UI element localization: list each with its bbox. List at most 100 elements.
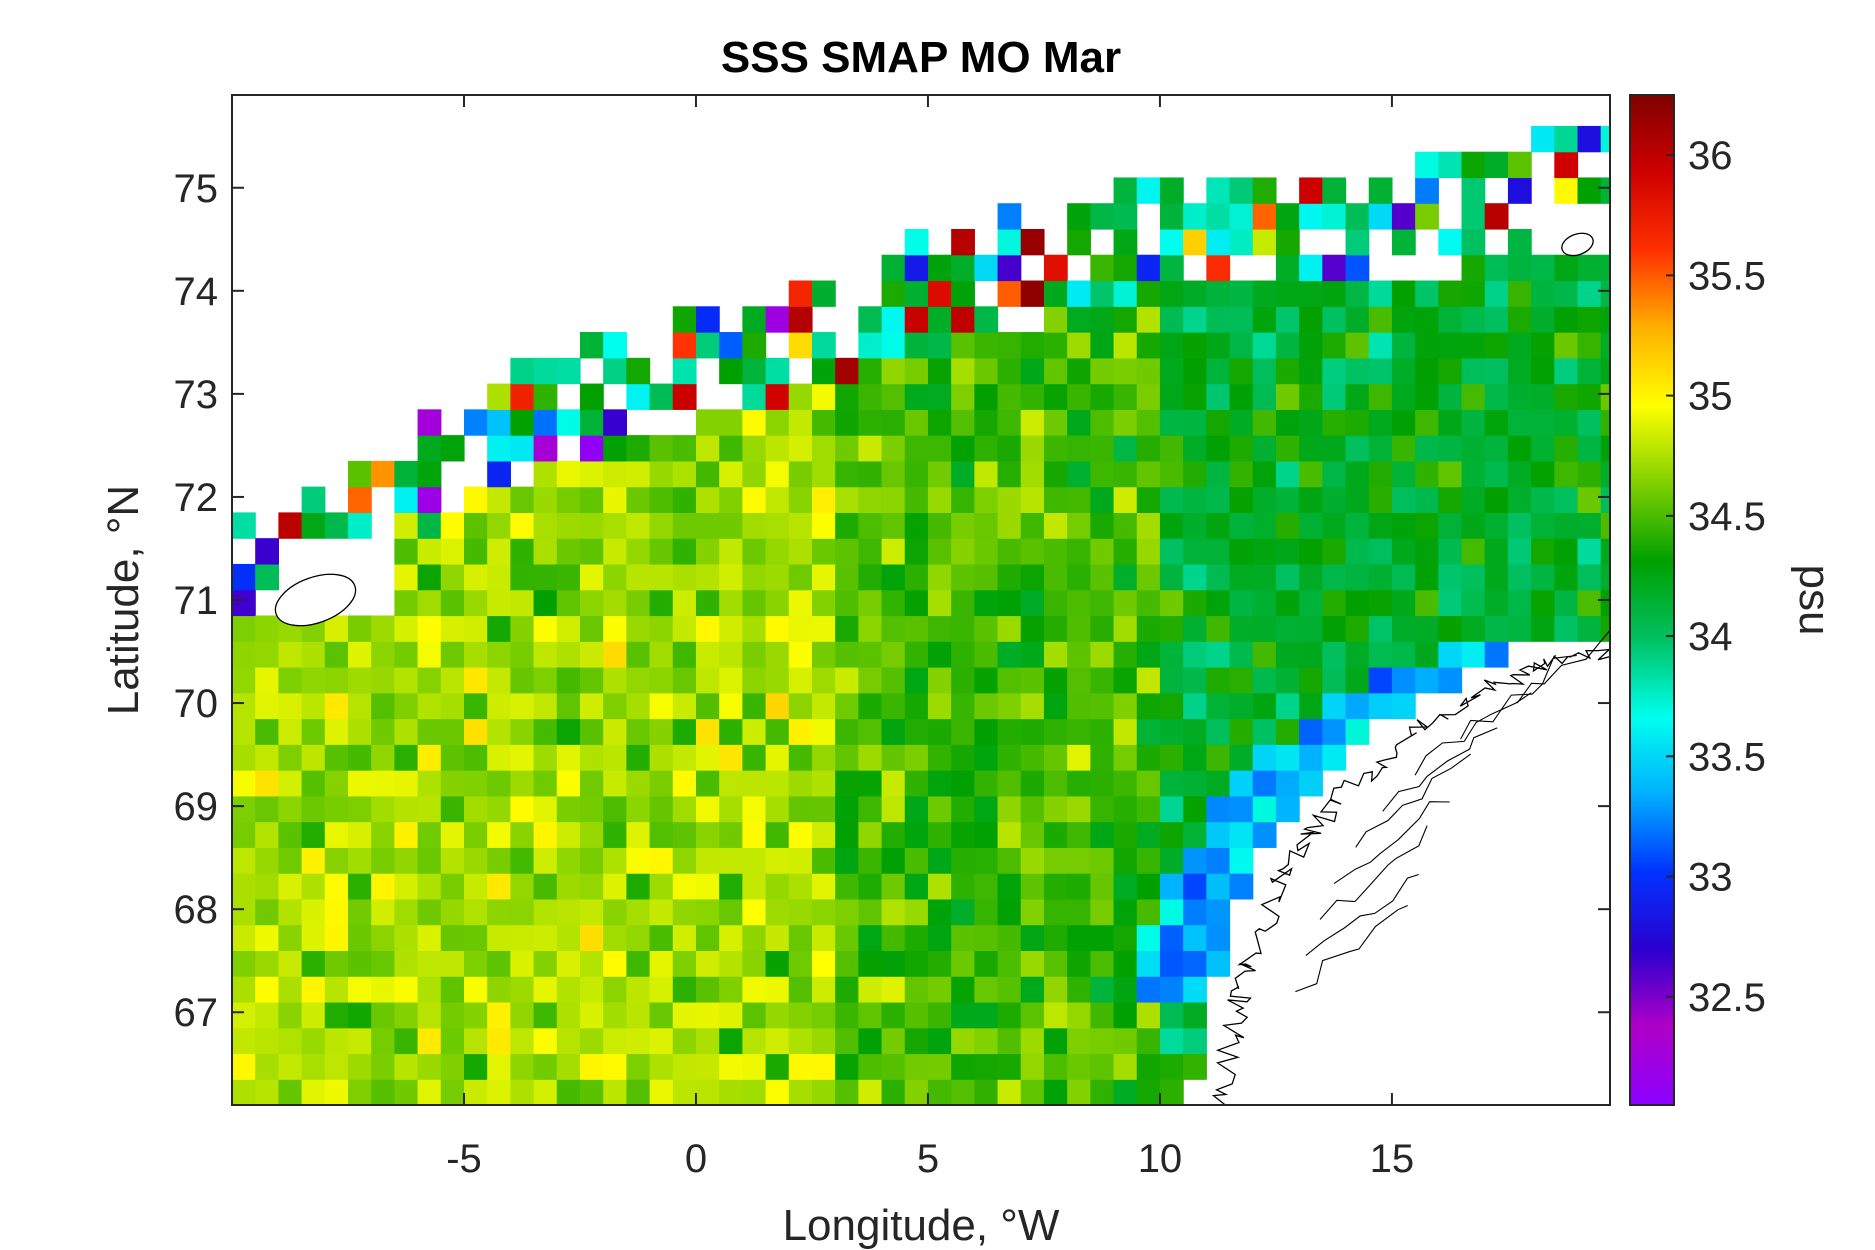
heatmap-cell (858, 718, 883, 745)
heatmap-cell (951, 538, 975, 565)
heatmap-cell (1229, 280, 1254, 307)
heatmap-cell (719, 847, 743, 874)
heatmap-cell (556, 1027, 581, 1055)
heatmap-cell (904, 306, 929, 333)
heatmap-cell (255, 692, 279, 720)
heatmap-cell (1229, 770, 1254, 797)
heatmap-cell (974, 821, 999, 848)
heatmap-cell (1043, 538, 1068, 565)
heatmap-cell (533, 1001, 558, 1029)
heatmap-cell (1113, 950, 1138, 977)
heatmap-cell (765, 1053, 790, 1080)
heatmap-cell (881, 332, 906, 359)
heatmap-cell (301, 924, 326, 952)
heatmap-cell (742, 409, 767, 436)
heatmap-cell (1206, 203, 1231, 230)
heatmap-cell (394, 976, 419, 1003)
heatmap-cell (672, 924, 697, 952)
heatmap-cell (1345, 383, 1370, 410)
heatmap-cell (835, 383, 859, 410)
heatmap-cell (1438, 486, 1463, 513)
heatmap-cell (1067, 1001, 1091, 1029)
heatmap-cell (1043, 435, 1068, 462)
heatmap-cell (487, 976, 511, 1003)
heatmap-cell (1159, 383, 1184, 410)
heatmap-cell (788, 847, 813, 874)
heatmap-cell (394, 873, 419, 900)
heatmap-cell (1136, 383, 1161, 410)
heatmap-cell (1577, 563, 1602, 591)
heatmap-cell (440, 512, 465, 539)
heatmap-cell (997, 821, 1022, 848)
heatmap-cell (417, 976, 442, 1003)
heatmap-cell (1090, 950, 1115, 977)
heatmap-cell (1159, 795, 1184, 823)
heatmap-cell (695, 718, 720, 745)
heatmap-cell (1183, 1001, 1207, 1029)
heatmap-cell (649, 770, 674, 797)
heatmap-cell (765, 1027, 790, 1055)
heatmap-cell (858, 563, 883, 591)
heatmap-cell (1020, 950, 1045, 977)
heatmap-cell (301, 486, 326, 513)
heatmap-cell (742, 1053, 767, 1080)
heatmap-cell (1043, 898, 1068, 926)
heatmap-cell (835, 460, 859, 488)
heatmap-cell (394, 847, 419, 874)
heatmap-cell (1531, 280, 1555, 307)
heatmap-cell (672, 795, 697, 823)
heatmap-cell (603, 795, 627, 823)
heatmap-cell (232, 898, 256, 926)
heatmap-cell (1183, 873, 1207, 900)
heatmap-cell (835, 563, 859, 591)
heatmap-cell (1461, 151, 1486, 179)
colorbar (1629, 94, 1675, 1106)
heatmap-cell (1368, 306, 1393, 333)
heatmap-cell (603, 486, 627, 513)
heatmap-cell (278, 795, 303, 823)
heatmap-cell (1600, 383, 1610, 410)
heatmap-cell (742, 306, 767, 333)
heatmap-cell (1299, 589, 1323, 617)
heatmap-cell (1043, 1001, 1068, 1029)
heatmap-cell (719, 718, 743, 745)
heatmap-cell (951, 924, 975, 952)
heatmap-cell (556, 950, 581, 977)
heatmap-cell (1299, 409, 1323, 436)
heatmap-cell (974, 641, 999, 668)
heatmap-cell (1554, 151, 1579, 179)
heatmap-cell (417, 460, 442, 488)
heatmap-cell (835, 1053, 859, 1080)
heatmap-cell (1229, 332, 1254, 359)
colorbar-tick-label: 36 (1688, 134, 1733, 178)
heatmap-cell (788, 821, 813, 848)
colorbar-tick-label: 32.5 (1688, 976, 1766, 1020)
heatmap-cell (1043, 950, 1068, 977)
heatmap-cell (765, 615, 790, 642)
heatmap-cell (1600, 254, 1610, 282)
heatmap-cell (1183, 821, 1207, 848)
fjord-line (1355, 753, 1472, 848)
colorbar-tick-label: 34 (1688, 615, 1733, 659)
heatmap-cell (1183, 460, 1207, 488)
heatmap-cell (858, 332, 883, 359)
heatmap-cell (742, 1001, 767, 1029)
heatmap-cell (719, 1053, 743, 1080)
heatmap-cell (1159, 357, 1184, 385)
heatmap-cell (1252, 512, 1277, 539)
heatmap-cell (371, 744, 395, 771)
heatmap-cell (1113, 795, 1138, 823)
heatmap-cell (974, 1079, 999, 1105)
heatmap-cell (1043, 770, 1068, 797)
heatmap-cell (695, 976, 720, 1003)
heatmap-cell (1020, 641, 1045, 668)
heatmap-cell (649, 898, 674, 926)
heatmap-cell (1275, 795, 1300, 823)
heatmap-cell (324, 692, 349, 720)
heatmap-cell (1438, 409, 1463, 436)
heatmap-cell (649, 718, 674, 745)
heatmap-cell (1322, 203, 1347, 230)
heatmap-cell (1554, 409, 1579, 436)
heatmap-cell (951, 460, 975, 488)
heatmap-cell (556, 563, 581, 591)
